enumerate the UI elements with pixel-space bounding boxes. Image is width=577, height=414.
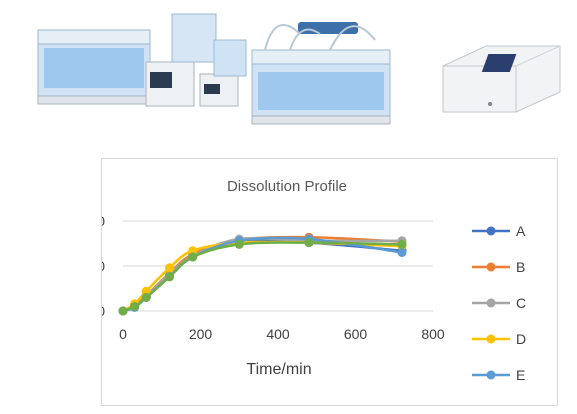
chart-title: Dissolution Profile bbox=[227, 178, 347, 195]
data-point bbox=[130, 302, 140, 311]
legend-label: C bbox=[516, 295, 526, 311]
data-point bbox=[165, 272, 174, 282]
legend-label: A bbox=[516, 223, 526, 239]
chart-frame: Dissolution Profile 0501000200400600800 … bbox=[101, 158, 558, 406]
y-tick-label: 100 bbox=[102, 213, 105, 229]
data-point bbox=[165, 263, 174, 273]
legend-item-A: A bbox=[472, 223, 526, 239]
data-point bbox=[304, 238, 314, 248]
series-line bbox=[122, 235, 403, 313]
x-tick-label: 200 bbox=[189, 326, 213, 342]
data-point bbox=[397, 248, 407, 257]
legend-swatch-marker bbox=[486, 262, 496, 272]
dissolution-chart: Dissolution Profile 0501000200400600800 … bbox=[102, 178, 526, 383]
data-point bbox=[141, 293, 151, 302]
uv-spectrophotometer-photo bbox=[442, 45, 561, 113]
legend-swatch-marker bbox=[486, 334, 496, 344]
legend-item-E: E bbox=[472, 367, 525, 383]
x-tick-label: 400 bbox=[266, 326, 290, 342]
legend-swatch-marker bbox=[486, 298, 496, 308]
y-tick-label: 0 bbox=[102, 303, 105, 319]
x-tick-label: 600 bbox=[344, 326, 368, 342]
legend-swatch-marker bbox=[486, 370, 496, 380]
x-tick-label: 0 bbox=[119, 326, 127, 342]
data-point bbox=[397, 239, 407, 249]
series-D-line bbox=[118, 238, 407, 316]
data-point bbox=[234, 239, 244, 249]
legend-item-C: C bbox=[472, 295, 526, 311]
data-point bbox=[188, 246, 198, 256]
legend-label: B bbox=[516, 259, 525, 275]
x-axis-label: Time/min bbox=[246, 361, 311, 378]
legend-label: E bbox=[516, 367, 525, 383]
data-point bbox=[141, 286, 151, 296]
x-tick-label: 800 bbox=[421, 326, 445, 342]
equipment-photo-strip bbox=[37, 13, 561, 125]
legend-label: D bbox=[516, 331, 526, 347]
legend-item-B: B bbox=[472, 259, 525, 275]
data-point bbox=[118, 306, 128, 316]
series-unnamed-line bbox=[118, 238, 407, 316]
series-line bbox=[122, 236, 403, 313]
dissolution-tester-equipment-photo bbox=[37, 13, 391, 125]
y-tick-label: 50 bbox=[102, 258, 105, 274]
series-line bbox=[122, 236, 403, 313]
data-point bbox=[188, 252, 198, 262]
legend-swatch-marker bbox=[486, 226, 496, 236]
legend-item-D: D bbox=[472, 331, 526, 347]
